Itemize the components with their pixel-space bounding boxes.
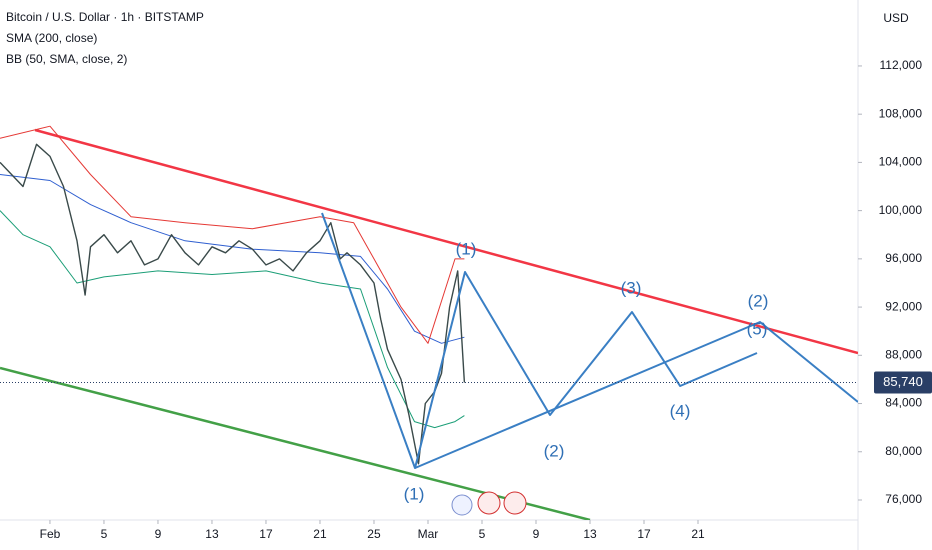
currency[interactable]: USD bbox=[883, 11, 909, 25]
indicator-line bbox=[0, 210, 465, 429]
x-tick-label: 17 bbox=[259, 527, 273, 541]
y-tick-label: 104,000 bbox=[879, 155, 923, 169]
event-icon[interactable] bbox=[477, 491, 501, 515]
wave-label: (5) bbox=[747, 319, 768, 338]
y-tick-label: 96,000 bbox=[885, 251, 922, 265]
y-tick-label: 88,000 bbox=[885, 347, 922, 361]
wave-label: (1) bbox=[404, 484, 425, 503]
y-tick-label: 80,000 bbox=[885, 444, 922, 458]
y-tick-label: 100,000 bbox=[879, 203, 923, 217]
wave-label: (1) bbox=[456, 239, 477, 258]
indicator-label: SMA (200, close) bbox=[6, 31, 97, 45]
x-tick-label: Mar bbox=[418, 527, 439, 541]
y-tick-label: 108,000 bbox=[879, 106, 923, 120]
x-tick-label: 17 bbox=[637, 527, 651, 541]
last-price-box bbox=[874, 371, 932, 394]
x-tick-label: 21 bbox=[313, 527, 327, 541]
last-price-label: 85,740 bbox=[883, 374, 923, 389]
x-tick-label: 13 bbox=[583, 527, 597, 541]
x-tick-label: Feb bbox=[40, 527, 61, 541]
x-tick-label: 5 bbox=[101, 527, 108, 541]
x-tick-label: 21 bbox=[691, 527, 705, 541]
wave-label: (4) bbox=[670, 401, 691, 420]
y-tick-label: 76,000 bbox=[885, 492, 922, 506]
event-icons bbox=[451, 491, 527, 516]
x-tick-label: 25 bbox=[367, 527, 381, 541]
trend-line bbox=[34, 128, 858, 355]
indicator-line bbox=[0, 174, 465, 344]
indicator-line bbox=[0, 125, 465, 344]
plot-area bbox=[0, 125, 858, 520]
event-icon[interactable] bbox=[503, 491, 527, 515]
x-tick-label: 9 bbox=[155, 527, 162, 541]
wave-label: (3) bbox=[621, 278, 642, 297]
y-tick-label: 84,000 bbox=[885, 396, 922, 410]
y-tick-label: 92,000 bbox=[885, 299, 922, 313]
x-tick-label: 5 bbox=[479, 527, 486, 541]
wave-label: (2) bbox=[748, 291, 769, 310]
wave-label: (2) bbox=[544, 441, 565, 460]
indicator-label: BB (50, SMA, close, 2) bbox=[6, 52, 127, 66]
wave-path bbox=[414, 321, 858, 469]
event-icon[interactable] bbox=[451, 494, 473, 516]
y-tick-label: 112,000 bbox=[880, 58, 923, 72]
chart-title: Bitcoin / U.S. Dollar · 1h · BITSTAMP bbox=[6, 10, 204, 24]
x-tick-label: 13 bbox=[205, 527, 219, 541]
x-tick-label: 9 bbox=[533, 527, 540, 541]
price-line bbox=[0, 143, 466, 465]
